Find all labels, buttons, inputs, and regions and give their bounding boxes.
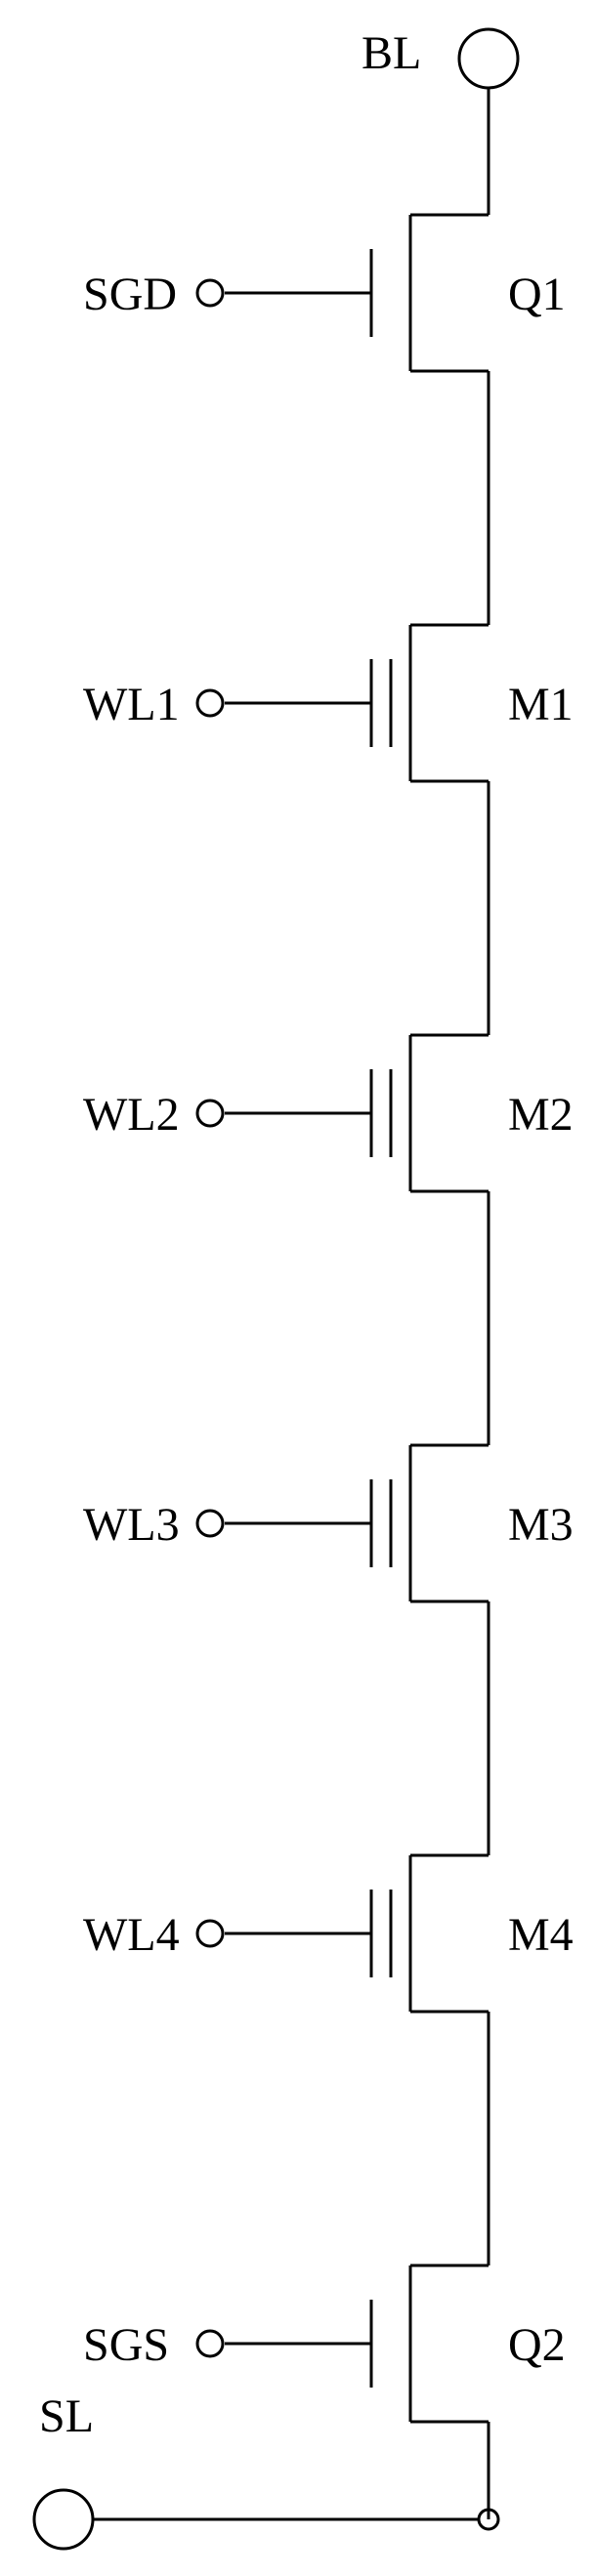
device-label-M2: M2 bbox=[508, 1089, 574, 1141]
gate-label-M1: WL1 bbox=[83, 679, 180, 730]
device-label-M3: M3 bbox=[508, 1499, 574, 1551]
nand-string-schematic: BL SGD Q1 WL1 M1 WL2 M2 WL3 M3 WL4 M4 SGS Q2 SL bbox=[0, 0, 596, 2576]
wl4-terminal bbox=[197, 1921, 223, 1946]
wl2-terminal bbox=[197, 1101, 223, 1126]
sl-terminal bbox=[34, 2490, 93, 2549]
sgd-terminal bbox=[197, 280, 223, 306]
gate-label-M4: WL4 bbox=[83, 1909, 180, 1961]
bl-terminal bbox=[459, 29, 518, 88]
bl-label: BL bbox=[362, 27, 421, 79]
sl-label: SL bbox=[39, 2390, 94, 2442]
device-label-Q2: Q2 bbox=[508, 2319, 566, 2371]
gate-label-M3: WL3 bbox=[83, 1499, 180, 1551]
gate-label-Q2: SGS bbox=[83, 2319, 169, 2371]
device-label-Q1: Q1 bbox=[508, 269, 566, 320]
device-label-M4: M4 bbox=[508, 1909, 574, 1961]
gate-label-Q1: SGD bbox=[83, 269, 177, 320]
sgs-terminal bbox=[197, 2331, 223, 2356]
device-label-M1: M1 bbox=[508, 679, 574, 730]
wl1-terminal bbox=[197, 690, 223, 716]
gate-label-M2: WL2 bbox=[83, 1089, 180, 1141]
wl3-terminal bbox=[197, 1511, 223, 1536]
